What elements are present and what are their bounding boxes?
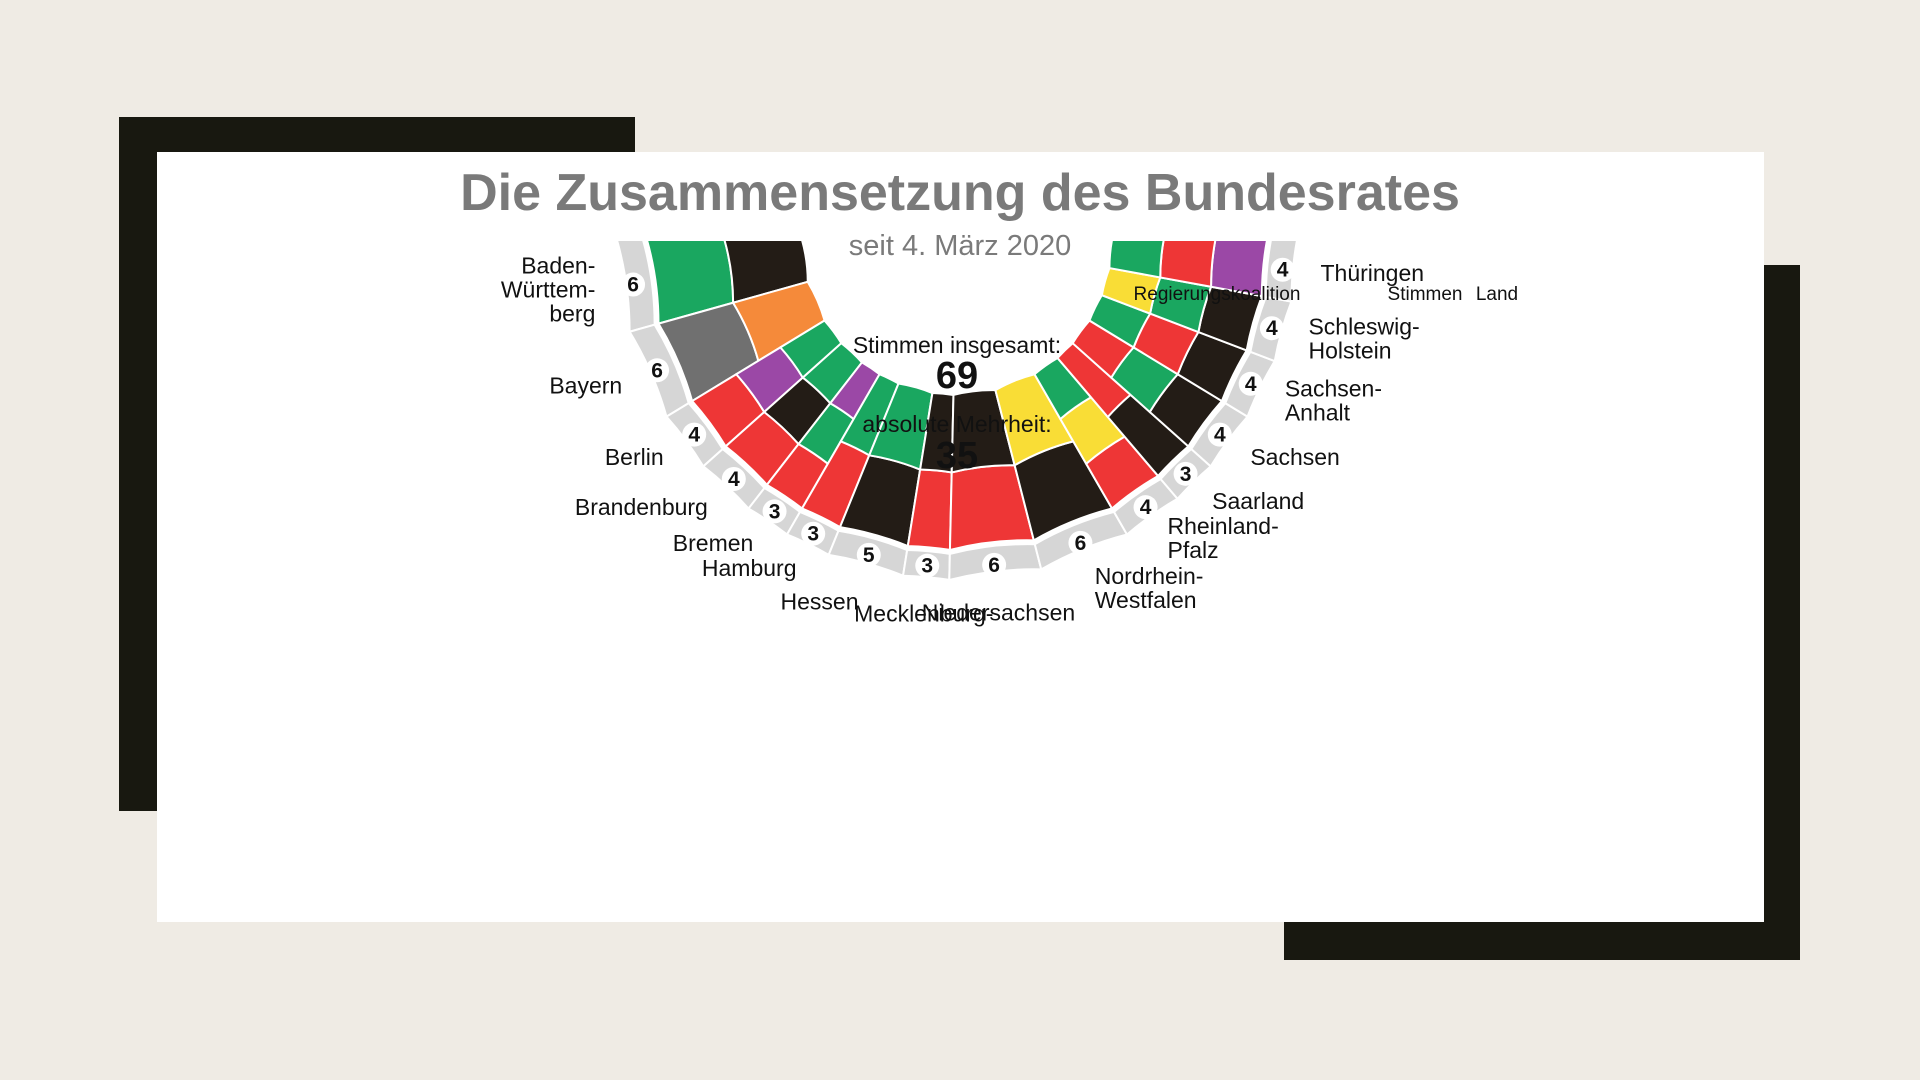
state-label-rheinland-pfalz: Pfalz (1167, 537, 1218, 563)
vote-count-sachsen: 4 (1214, 424, 1226, 447)
segment-schleswig-holstein-yellow (1100, 266, 1162, 315)
state-label-hessen: Hessen (781, 588, 859, 614)
vote-badge-berlin (682, 422, 707, 447)
state-label-baden-wuerttemberg: Baden- (521, 253, 595, 279)
vote-count-hessen: 5 (863, 544, 875, 567)
vote-count-rheinland-pfalz: 4 (1140, 496, 1152, 519)
vote-badge-hessen (856, 542, 881, 567)
vote-count-baden-wuerttemberg: 6 (627, 274, 639, 297)
state-label-nordrhein-westfalen: Nordrhein- (1095, 563, 1204, 589)
vote-badge-mecklenburg-vorpommern (915, 553, 940, 578)
segment-bremen-purple (828, 361, 881, 421)
vote-badge-niedersachsen (982, 552, 1007, 577)
total-votes-value: 69 (936, 355, 978, 397)
segment-niedersachsen-black (950, 389, 1016, 474)
segment-hessen-green (867, 382, 934, 471)
segment-thueringen-green (1108, 239, 1165, 279)
vote-count-schleswig-holstein: 4 (1266, 317, 1278, 340)
state-label-baden-wuerttemberg: berg (549, 301, 595, 327)
segment-rheinland-pfalz-green (1033, 356, 1093, 421)
state-label-schleswig-holstein: Schleswig- (1308, 313, 1419, 339)
vote-badge-schleswig-holstein (1259, 316, 1284, 341)
vote-badge-sachsen (1207, 422, 1232, 447)
vote-count-mecklenburg-vorpommern: 3 (921, 555, 933, 578)
vote-count-saarland: 3 (1180, 463, 1192, 486)
state-label-bremen: Bremen (673, 530, 754, 556)
vote-badge-nordrhein-westfalen (1068, 530, 1093, 555)
segment-sachsen-red (1071, 319, 1136, 380)
vote-badge-bremen (762, 499, 787, 524)
segment-brandenburg-green (801, 341, 864, 405)
state-labels: Baden-Württem-berg Bayern Berlin Brandenbur… (501, 253, 1424, 627)
vote-count-sachsen-anhalt: 4 (1245, 373, 1257, 396)
segment-saarland-red (1056, 341, 1133, 419)
vote-count-brandenburg: 4 (728, 468, 740, 491)
vote-badge-hamburg (801, 521, 826, 546)
bundesrat-chart: Die Zusammensetzung des Bundesrates seit… (460, 164, 1518, 627)
state-label-nordrhein-westfalen: Westfalen (1095, 587, 1197, 613)
legend-coalition-header: Regierungskoalition (1134, 284, 1301, 305)
vote-badge-rheinland-pfalz (1133, 495, 1158, 520)
segment-bayern-orange (731, 280, 826, 363)
segment-nordrhein-westfalen-yellow (994, 373, 1075, 467)
vote-badge-baden-wuerttemberg (621, 272, 646, 297)
state-label-sachsen: Sachsen (1250, 444, 1340, 470)
legend-votes-header: Stimmen (1388, 284, 1463, 305)
coalition-segments (645, 239, 1269, 552)
state-label-rheinland-pfalz: Rheinland- (1167, 513, 1278, 539)
state-label-saarland: Saarland (1212, 488, 1304, 514)
state-label-sachsen-anhalt: Sachsen- (1285, 376, 1382, 402)
segment-berlin-green (778, 319, 843, 380)
vote-count-berlin: 4 (688, 424, 700, 447)
vote-count-thueringen: 4 (1277, 259, 1289, 282)
segment-hamburg-green (839, 372, 900, 457)
chart-title: Die Zusammensetzung des Bundesrates (460, 164, 1460, 222)
segment-mecklenburg-vorpommern-black (918, 392, 955, 474)
state-label-thueringen: Thüringen (1320, 260, 1424, 286)
majority-value: 35 (936, 435, 978, 477)
vote-badge-sachsen-anhalt (1238, 371, 1263, 396)
state-label-baden-wuerttemberg: Württem- (501, 277, 596, 303)
vote-badge-bayern (645, 358, 670, 383)
state-label-hamburg: Hamburg (702, 555, 797, 581)
segment-thueringen-red (1159, 239, 1217, 288)
state-label-niedersachsen: Niedersachsen (922, 600, 1075, 626)
state-label-schleswig-holstein: Holstein (1308, 337, 1391, 363)
state-label-brandenburg: Brandenburg (575, 494, 708, 520)
vote-count-niedersachsen: 6 (988, 554, 1000, 577)
chart-card: Die Zusammensetzung des Bundesrates seit… (157, 152, 1764, 922)
total-votes-label: Stimmen insgesamt: (853, 332, 1061, 358)
vote-count-nordrhein-westfalen: 6 (1075, 532, 1087, 555)
majority-label: absolute Mehrheit: (862, 411, 1051, 437)
vote-count-hamburg: 3 (807, 523, 819, 546)
chart-subtitle: seit 4. März 2020 (849, 230, 1071, 262)
vote-badge-thueringen (1270, 257, 1295, 282)
vote-count-bremen: 3 (769, 500, 781, 523)
legend-state-header: Land (1476, 284, 1518, 305)
vote-badge-brandenburg (721, 466, 746, 491)
state-label-sachsen-anhalt: Anhalt (1285, 400, 1351, 426)
state-label-berlin: Berlin (605, 444, 664, 470)
vote-badge-saarland (1173, 461, 1198, 486)
state-label-bayern: Bayern (549, 372, 622, 398)
state-label-mecklenburg-vorpommern: Mecklenburg- (854, 600, 993, 626)
vote-count-bayern: 6 (651, 359, 663, 382)
